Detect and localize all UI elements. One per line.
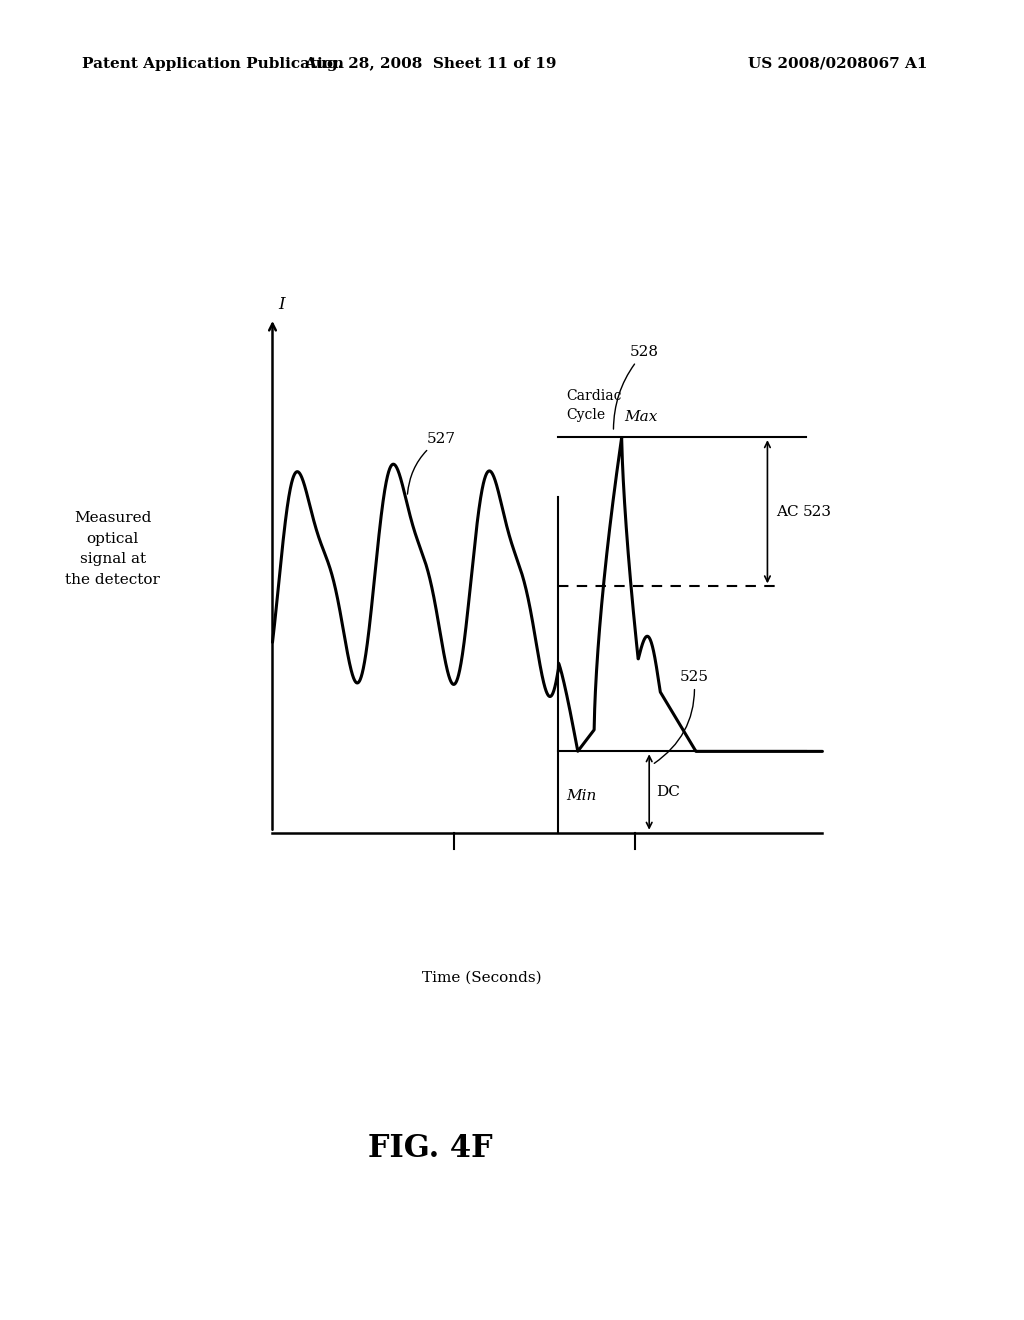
Text: US 2008/0208067 A1: US 2008/0208067 A1 <box>748 57 927 71</box>
Text: AC: AC <box>776 504 799 519</box>
Text: I: I <box>278 296 285 313</box>
Text: 523: 523 <box>803 504 833 519</box>
Text: Patent Application Publication: Patent Application Publication <box>82 57 344 71</box>
Text: DC: DC <box>655 785 680 799</box>
Text: Cardiac
Cycle: Cardiac Cycle <box>566 388 623 422</box>
Text: 527: 527 <box>408 432 456 494</box>
Text: Min: Min <box>566 789 597 804</box>
Text: 528: 528 <box>613 345 659 429</box>
Text: FIG. 4F: FIG. 4F <box>368 1133 493 1164</box>
Text: Measured
optical
signal at
the detector: Measured optical signal at the detector <box>66 511 160 587</box>
Text: Time (Seconds): Time (Seconds) <box>422 970 542 985</box>
Text: Aug. 28, 2008  Sheet 11 of 19: Aug. 28, 2008 Sheet 11 of 19 <box>304 57 556 71</box>
Text: 525: 525 <box>654 671 709 763</box>
Text: Max: Max <box>625 409 657 424</box>
